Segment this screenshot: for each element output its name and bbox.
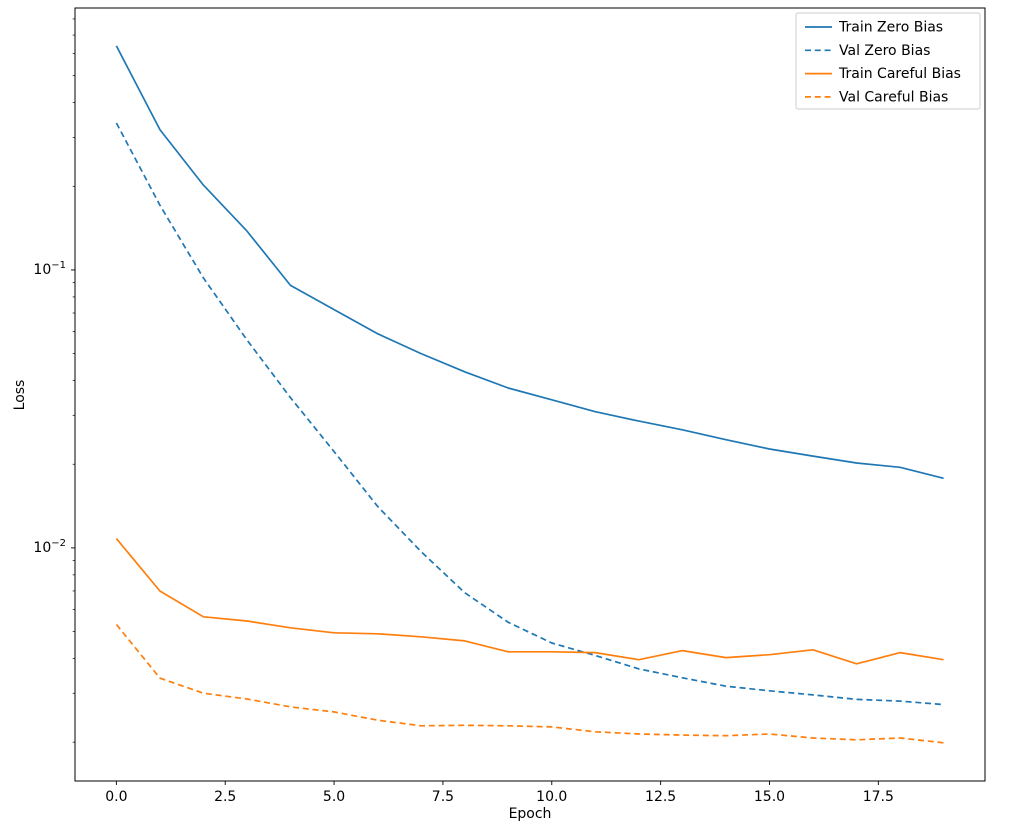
x-tick-label: 15.0 [754,789,785,805]
legend-box [795,12,981,110]
legend-label-1: Val Zero Bias [839,43,930,59]
series-line-2 [115,538,944,665]
y-tick-label: 10−1 [33,260,66,278]
x-tick-label: 12.5 [645,789,676,805]
y-tick-label: 10−2 [33,538,66,556]
x-tick-label: 5.0 [323,789,345,805]
series-line-3 [115,623,944,744]
x-axis-label: Epoch [508,806,552,822]
series-line-0 [115,45,944,480]
legend-label-0: Train Zero Bias [838,20,943,36]
x-tick-label: 7.5 [432,789,454,805]
x-tick-label: 17.5 [863,789,894,805]
x-tick-label: 10.0 [536,789,567,805]
x-tick-label: 2.5 [214,789,236,805]
y-axis-label: Loss [12,379,28,411]
x-tick-label: 0.0 [105,789,127,805]
series-line-1 [115,122,944,706]
legend-label-2: Train Careful Bias [838,66,961,82]
legend-label-3: Val Careful Bias [839,89,948,105]
